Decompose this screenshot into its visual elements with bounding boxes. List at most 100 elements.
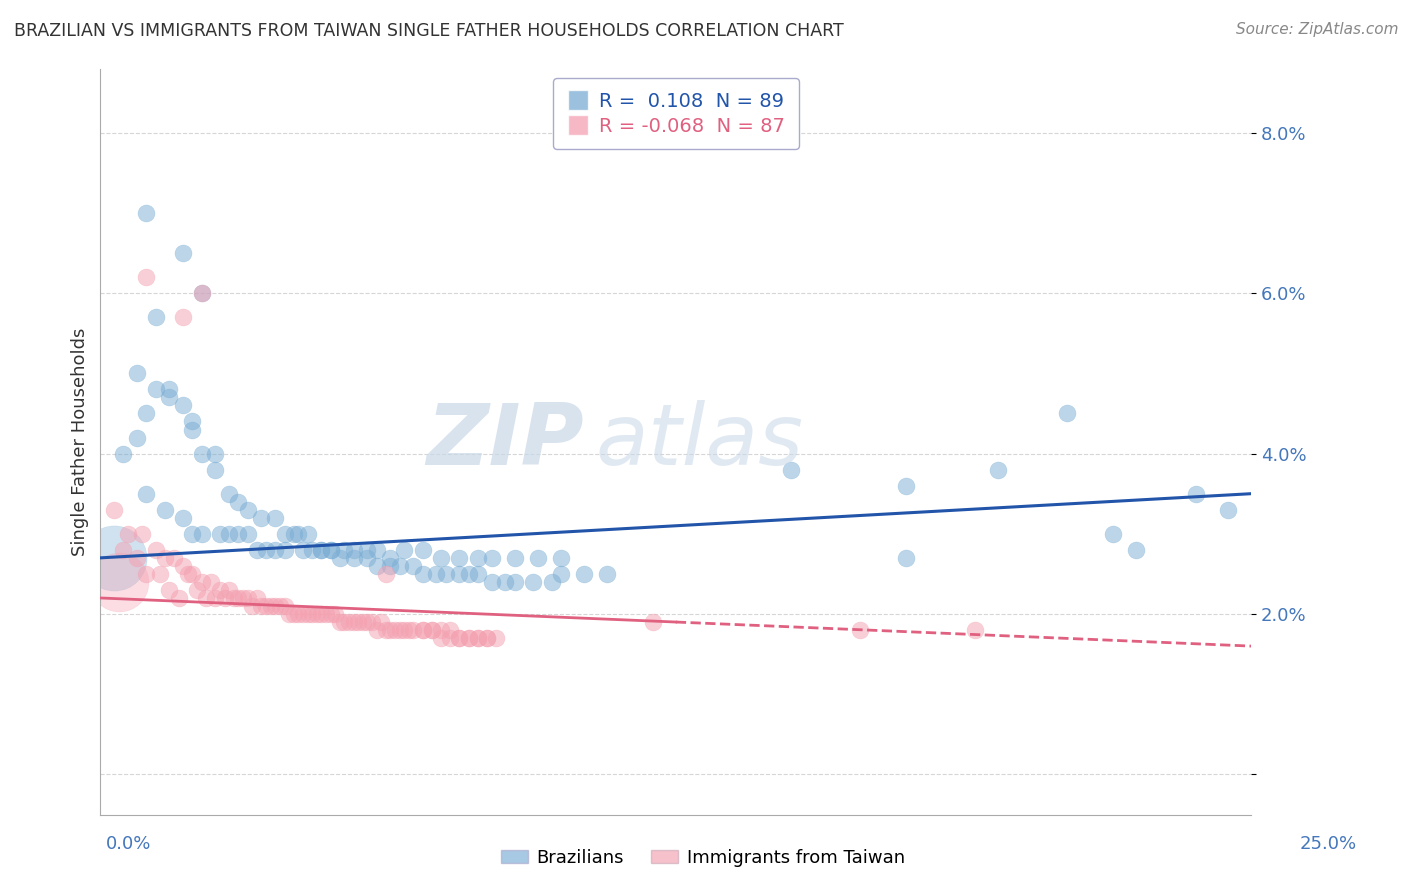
- Point: [361, 615, 384, 629]
- Point: [425, 566, 447, 581]
- Point: [127, 431, 149, 445]
- Text: BRAZILIAN VS IMMIGRANTS FROM TAIWAN SINGLE FATHER HOUSEHOLDS CORRELATION CHART: BRAZILIAN VS IMMIGRANTS FROM TAIWAN SING…: [14, 22, 844, 40]
- Point: [236, 502, 259, 516]
- Point: [283, 526, 305, 541]
- Point: [337, 615, 360, 629]
- Point: [228, 526, 250, 541]
- Point: [153, 550, 176, 565]
- Point: [342, 542, 364, 557]
- Point: [356, 542, 378, 557]
- Y-axis label: Single Father Households: Single Father Households: [72, 327, 89, 556]
- Point: [380, 558, 402, 573]
- Point: [323, 607, 346, 621]
- Point: [356, 615, 378, 629]
- Point: [112, 446, 135, 460]
- Point: [214, 591, 236, 605]
- Point: [172, 510, 194, 524]
- Point: [117, 526, 139, 541]
- Point: [392, 542, 415, 557]
- Point: [297, 607, 319, 621]
- Point: [311, 607, 333, 621]
- Point: [430, 623, 453, 637]
- Point: [190, 286, 212, 301]
- Point: [131, 526, 153, 541]
- Point: [103, 502, 125, 516]
- Point: [495, 574, 517, 589]
- Point: [264, 599, 287, 613]
- Point: [342, 615, 364, 629]
- Point: [190, 286, 212, 301]
- Point: [172, 310, 194, 325]
- Point: [311, 542, 333, 557]
- Point: [467, 631, 489, 645]
- Point: [894, 478, 917, 492]
- Point: [218, 526, 240, 541]
- Point: [1056, 407, 1078, 421]
- Point: [457, 631, 479, 645]
- Point: [311, 542, 333, 557]
- Point: [177, 566, 200, 581]
- Point: [366, 558, 388, 573]
- Point: [430, 631, 453, 645]
- Point: [153, 502, 176, 516]
- Point: [319, 542, 342, 557]
- Point: [457, 566, 479, 581]
- Point: [145, 383, 167, 397]
- Point: [200, 574, 222, 589]
- Point: [439, 631, 461, 645]
- Point: [449, 631, 471, 645]
- Point: [190, 526, 212, 541]
- Point: [333, 615, 356, 629]
- Point: [449, 631, 471, 645]
- Point: [112, 542, 135, 557]
- Point: [398, 623, 420, 637]
- Point: [181, 526, 204, 541]
- Point: [287, 607, 309, 621]
- Point: [596, 566, 619, 581]
- Point: [246, 542, 269, 557]
- Point: [190, 446, 212, 460]
- Point: [402, 558, 425, 573]
- Point: [190, 574, 212, 589]
- Point: [250, 510, 273, 524]
- Point: [135, 486, 157, 500]
- Point: [157, 391, 180, 405]
- Point: [287, 526, 309, 541]
- Point: [107, 574, 129, 589]
- Text: ZIP: ZIP: [426, 400, 583, 483]
- Point: [439, 623, 461, 637]
- Point: [352, 615, 374, 629]
- Point: [388, 558, 411, 573]
- Point: [965, 623, 987, 637]
- Point: [103, 550, 125, 565]
- Point: [392, 623, 415, 637]
- Point: [550, 566, 572, 581]
- Point: [894, 550, 917, 565]
- Point: [186, 582, 208, 597]
- Point: [269, 599, 291, 613]
- Point: [1102, 526, 1125, 541]
- Point: [380, 623, 402, 637]
- Point: [260, 599, 283, 613]
- Point: [127, 550, 149, 565]
- Point: [149, 566, 172, 581]
- Point: [305, 607, 328, 621]
- Point: [319, 542, 342, 557]
- Point: [412, 566, 434, 581]
- Point: [503, 550, 526, 565]
- Point: [333, 542, 356, 557]
- Point: [434, 566, 457, 581]
- Point: [485, 631, 508, 645]
- Point: [388, 623, 411, 637]
- Point: [374, 623, 396, 637]
- Point: [503, 574, 526, 589]
- Point: [127, 367, 149, 381]
- Point: [236, 526, 259, 541]
- Point: [475, 631, 498, 645]
- Point: [291, 542, 314, 557]
- Point: [135, 270, 157, 285]
- Point: [218, 486, 240, 500]
- Point: [402, 623, 425, 637]
- Point: [641, 615, 664, 629]
- Point: [145, 310, 167, 325]
